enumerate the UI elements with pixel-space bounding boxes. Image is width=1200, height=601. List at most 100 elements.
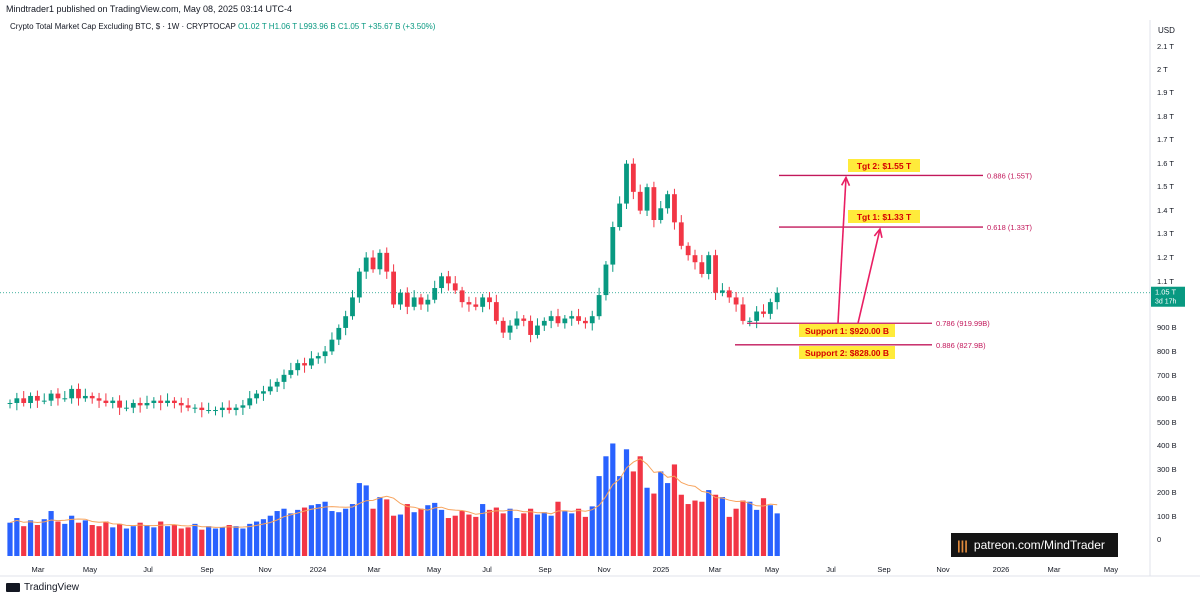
volume-bar [706,490,712,556]
volume-bar [644,487,650,556]
sup2-label-text: Support 2: $828.00 B [805,348,889,358]
candle-body [315,356,321,359]
y-tick-label: 1.3 T [1157,229,1174,238]
candle-body [589,316,595,324]
volume-bar [555,501,561,556]
x-tick-label: Nov [258,565,272,574]
volume-bar [500,513,506,556]
candle-body [69,388,75,399]
volume-bar [623,449,630,556]
y-tick-label: 900 B [1157,323,1177,332]
candle-body [350,297,355,317]
volume-bar [301,507,308,556]
candle-body [370,257,376,270]
candle-body [720,290,725,293]
arrow-to-tgt1-head [873,227,883,238]
volume-bar [521,513,527,556]
x-tick-label: Mar [32,565,45,574]
volume-bar [151,527,157,556]
candle-body [487,297,492,303]
volume-bar [712,494,719,556]
volume-bar [329,511,335,556]
candle-body [110,400,116,403]
volume-bar [7,522,13,556]
y-tick-label: 700 B [1157,371,1177,380]
x-tick-label: May [1104,565,1118,574]
volume-bar [260,519,267,556]
candle-body [178,402,184,406]
volume-bar [459,511,465,556]
candle-body [14,398,20,403]
candle-body [617,203,623,228]
candle-body [459,290,465,303]
candle-body [82,395,88,399]
candle-body [117,400,122,408]
candle-body [507,325,513,333]
volume-bar [363,485,369,556]
candle-body [165,400,170,403]
candle-body [124,407,129,409]
volume-bar [480,504,486,556]
y-tick-label: 400 B [1157,441,1177,450]
candle-body [706,255,712,274]
volume-bar [534,514,541,556]
volume-bar [267,515,273,556]
candle-body [644,187,650,211]
candle-body [274,381,280,387]
volume-bar [254,521,260,556]
candle-body [439,276,444,289]
candle-body [473,304,479,307]
x-tick-label: Mar [1048,565,1061,574]
sup1-label-box [799,324,895,337]
volume-bar [747,501,753,556]
volume-bar [123,528,130,556]
x-tick-label: Nov [936,565,950,574]
candle-body [41,400,47,402]
x-tick-label: Jul [482,565,492,574]
candle-body [774,292,780,303]
tradingview-logo[interactable]: TradingView [6,582,79,593]
candle-body [466,302,472,305]
x-tick-label: Sep [200,565,213,574]
volume-bar [589,506,595,556]
volume-bar [582,516,588,556]
y-tick-label: 2 T [1157,65,1168,74]
last-price-countdown: 3d 17h [1155,299,1177,306]
candle-body [610,227,616,265]
y-tick-label: 1.4 T [1157,206,1174,215]
volume-bar [651,493,657,556]
volume-bar [726,516,732,556]
candle-body [322,351,328,357]
last-price-value: 1.05 T [1155,288,1177,297]
patreon-watermark: ||| patreon.com/MindTrader [951,533,1118,557]
volume-bar [164,526,171,556]
volume-bar [34,525,40,556]
volume-bar [740,500,746,556]
candle-body [137,402,143,406]
sup1-label-text: Support 1: $920.00 B [805,326,889,336]
candle-body [21,398,27,403]
x-tick-label: Nov [597,565,611,574]
volume-bar [637,456,643,556]
candle-body [28,395,33,403]
volume-bar [130,526,136,556]
volume-bar [603,456,609,556]
candle-body [130,402,136,408]
volume-bar [315,504,321,556]
volume-bar [27,520,34,556]
brand-label: TradingView [24,582,80,593]
volume-bar [281,508,287,556]
volume-bar [445,518,451,556]
candle-body [398,292,403,305]
volume-bar [185,527,191,556]
candle-body [48,393,54,401]
candle-body [261,391,266,394]
candle-body [76,388,81,399]
candle-body [213,410,218,412]
volume-bar [62,523,68,556]
volume-ma-line [9,458,778,528]
volume-bar [288,513,294,556]
sup2-label-box [799,346,895,359]
volume-bar [82,520,88,556]
